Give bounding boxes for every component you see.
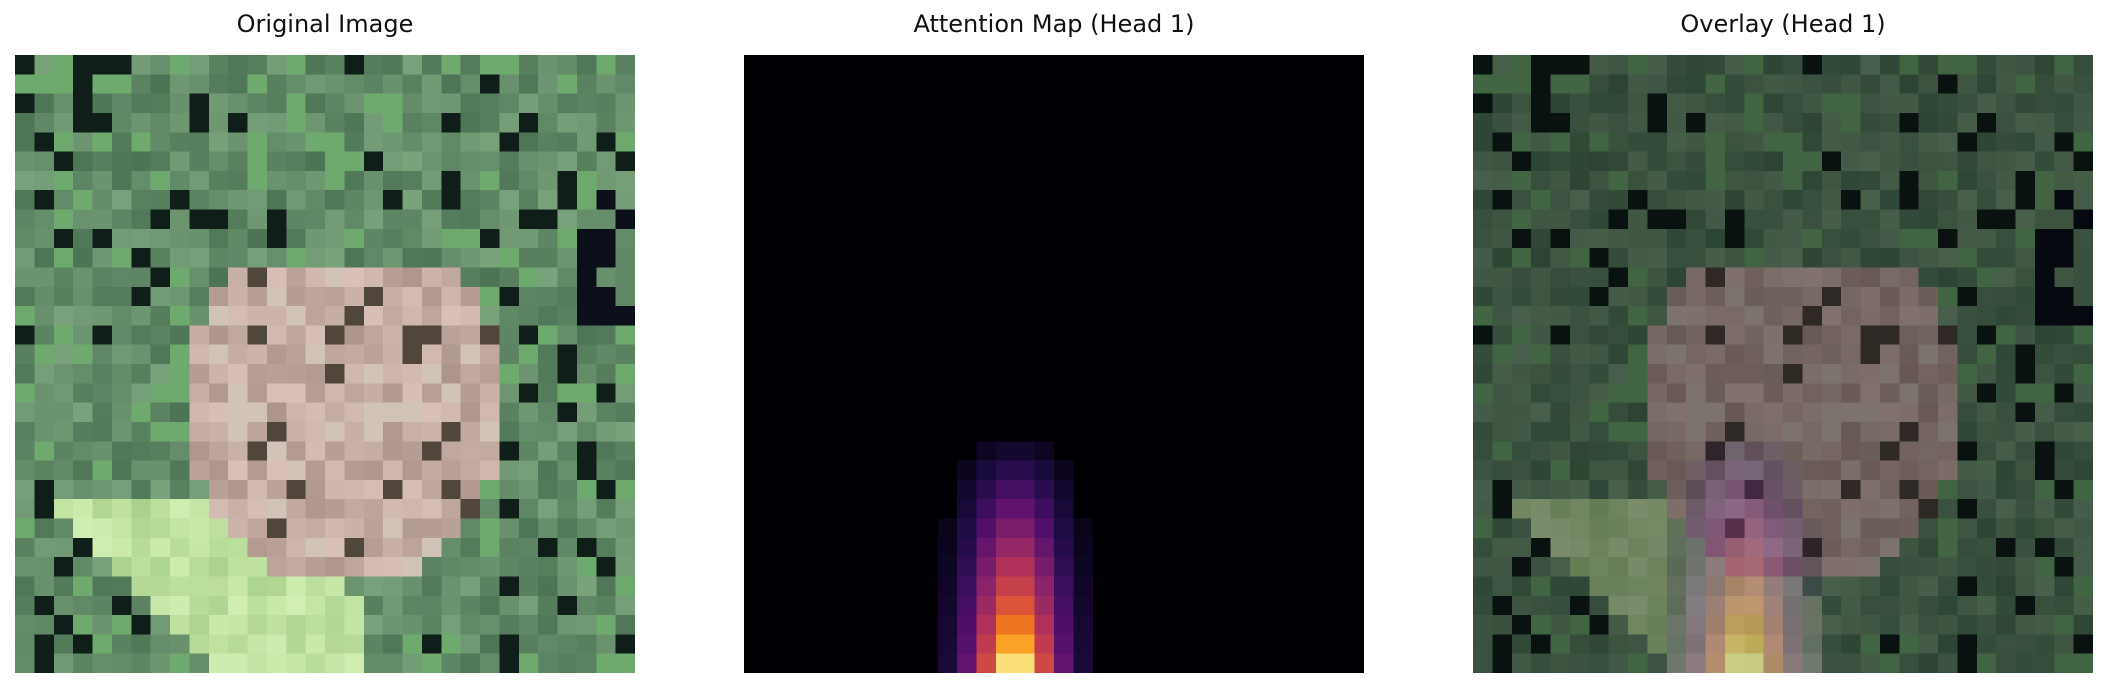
original-image-canvas: [15, 55, 635, 673]
overlay-image-canvas: [1473, 55, 2093, 673]
overlay-image: [1473, 55, 2093, 673]
original-image: [15, 55, 635, 673]
overlay-panel: Overlay (Head 1): [1473, 0, 2093, 688]
overlay-title: Overlay (Head 1): [1680, 10, 1886, 38]
attention-map-panel: Attention Map (Head 1): [744, 0, 1364, 688]
attention-map-title: Attention Map (Head 1): [913, 10, 1195, 38]
attention-map-image: [744, 55, 1364, 673]
original-image-panel: Original Image: [15, 0, 635, 688]
original-image-title: Original Image: [236, 10, 414, 38]
attention-map-canvas: [744, 55, 1364, 673]
